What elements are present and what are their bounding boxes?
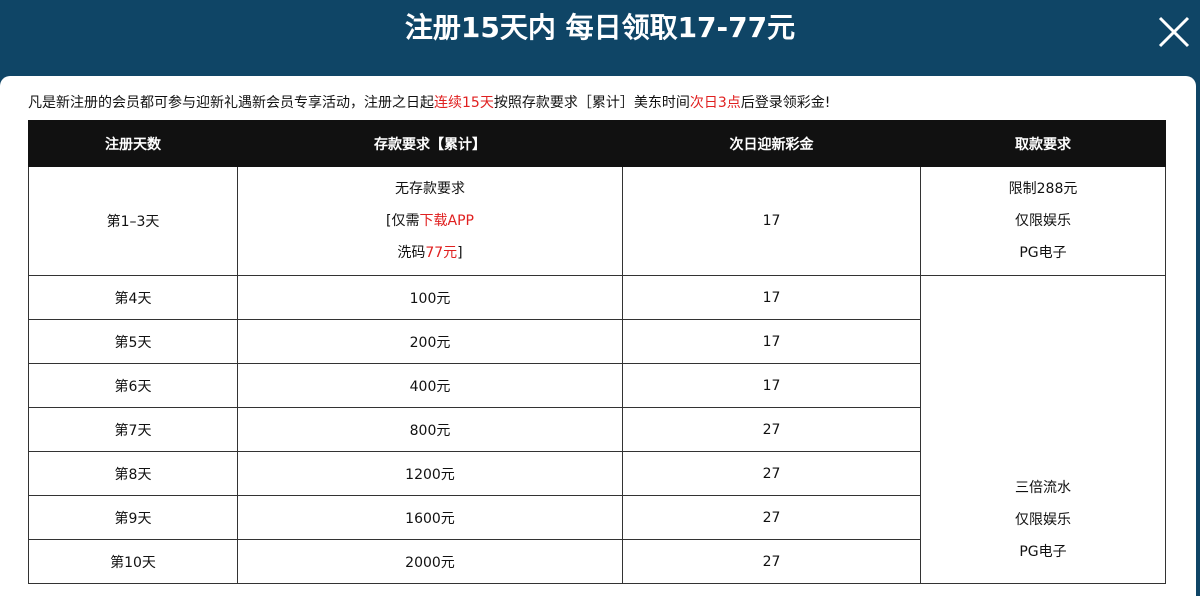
modal-header: 注册15天内 每日领取17-77元 [0,0,1200,76]
column-header: 取款要求 [920,120,1166,167]
day-cell: 第8天 [28,451,238,496]
bonus-cell: 17 [622,166,921,276]
bonus-cell: 27 [622,539,921,584]
modal-body: 凡是新注册的会员都可参与迎新礼遇新会员专享活动，注册之日起连续15天按照存款要求… [0,76,1196,596]
column-header: 存款要求【累计】 [237,120,623,167]
day-cell: 第9天 [28,495,238,540]
close-icon[interactable] [1156,14,1192,50]
intro-text: 凡是新注册的会员都可参与迎新礼遇新会员专享活动，注册之日起连续15天按照存款要求… [28,93,830,113]
bonus-table: 注册天数 存款要求【累计】 次日迎新彩金 取款要求 第1–3天 无存款要求 [仅… [28,120,1166,584]
bonus-cell: 17 [622,275,921,320]
intro-part: 凡是新注册的会员都可参与迎新礼遇新会员专享活动，注册之日起 [28,95,434,111]
table-row: 第9天 1600元 27 [28,495,1166,540]
withdraw-line: 仅限娱乐 [1015,512,1071,528]
deposit-cell: 800元 [237,407,623,452]
day-cell: 第6天 [28,363,238,408]
deposit-cell: 无存款要求 [仅需下载APP 洗码77元] [237,166,623,276]
deposit-cell: 2000元 [237,539,623,584]
table-row: 第6天 400元 17 [28,363,1166,408]
intro-part: 后登录领彩金! [740,95,831,111]
withdraw-line: PG电子 [1019,544,1067,560]
table-row: 第8天 1200元 27 [28,451,1166,496]
intro-highlight-days: 连续15天 [434,95,494,111]
table-row: 第10天 2000元 27 [28,539,1166,584]
day-cell: 第7天 [28,407,238,452]
deposit-cell: 400元 [237,363,623,408]
deposit-cell: 1600元 [237,495,623,540]
table-row: 第4天 100元 17 三倍流水 仅限娱乐 PG电子 [28,275,1166,584]
wash-amount-highlight: 77元 [425,245,458,261]
bonus-cell: 27 [622,407,921,452]
day-cell: 第10天 [28,539,238,584]
withdraw-line: 仅限娱乐 [1015,213,1071,229]
deposit-line: 洗码77元] [238,237,622,269]
bonus-cell: 17 [622,319,921,364]
withdraw-cell-merged: 三倍流水 仅限娱乐 PG电子 [920,275,1166,584]
deposit-cell: 1200元 [237,451,623,496]
table-row: 第7天 800元 27 [28,407,1166,452]
deposit-text: [仅需 [386,213,420,229]
withdraw-line: PG电子 [1019,245,1067,261]
table-row: 第1–3天 无存款要求 [仅需下载APP 洗码77元] 17 限制288元 仅限… [28,166,1166,276]
day-cell: 第5天 [28,319,238,364]
withdraw-line: 限制288元 [1008,181,1078,197]
deposit-line: 无存款要求 [395,181,465,197]
withdraw-line: 三倍流水 [1015,480,1071,496]
table-header-row: 注册天数 存款要求【累计】 次日迎新彩金 取款要求 [28,120,1166,167]
table-row: 第5天 200元 17 [28,319,1166,364]
withdraw-cell: 限制288元 仅限娱乐 PG电子 [920,166,1166,276]
deposit-line: [仅需下载APP [238,205,622,237]
deposit-cell: 100元 [237,275,623,320]
bonus-cell: 17 [622,363,921,408]
day-cell: 第4天 [28,275,238,320]
column-header: 注册天数 [28,120,238,167]
intro-part: 按照存款要求［累计］美东时间 [493,95,690,111]
bonus-cell: 27 [622,495,921,540]
modal-title: 注册15天内 每日领取17-77元 [404,11,796,44]
intro-highlight-time: 次日3点 [689,95,741,111]
column-header: 次日迎新彩金 [622,120,921,167]
deposit-text: ] [457,245,463,261]
day-cell: 第1–3天 [28,166,238,276]
deposit-text: 洗码 [397,245,426,261]
download-app-highlight: 下载APP [419,213,474,229]
bonus-cell: 27 [622,451,921,496]
deposit-cell: 200元 [237,319,623,364]
